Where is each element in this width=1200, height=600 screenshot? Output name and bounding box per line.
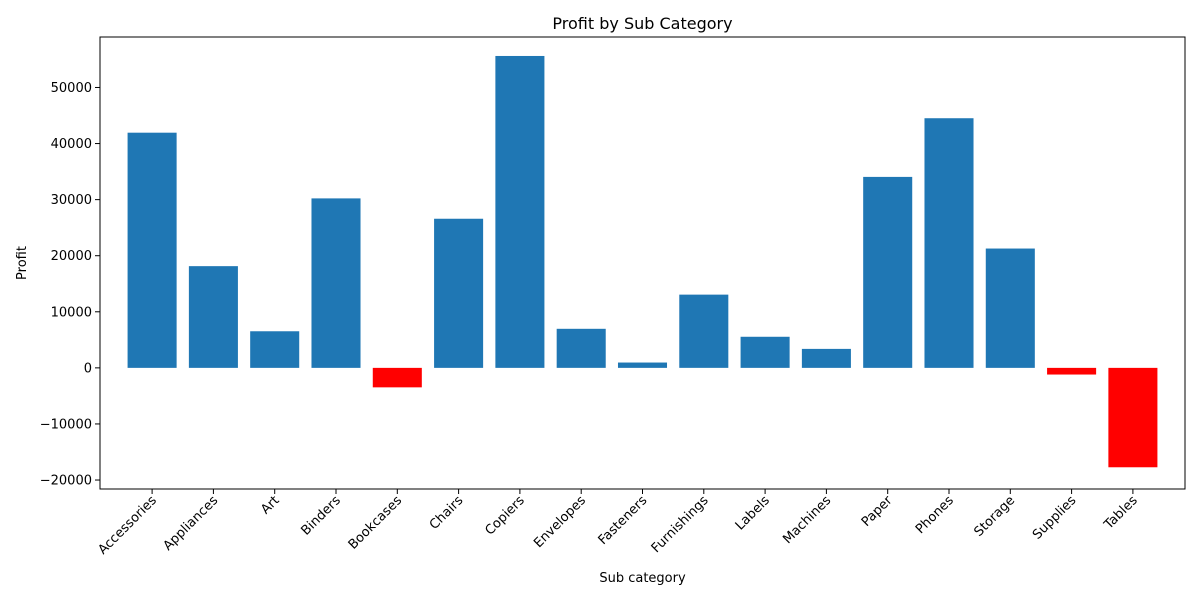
plot-area: −20000 −10000 0 10000 20000 30000 40000 50000 Ac…: [40, 36, 1186, 558]
y-tick-label: 30000: [51, 193, 92, 208]
x-tick-label: Supplies: [1030, 493, 1080, 543]
chart-title: Profit by Sub Category: [552, 14, 732, 33]
bar-bookcases: [372, 367, 422, 388]
x-tick-label: Phones: [913, 493, 957, 537]
bar-binders: [311, 198, 361, 368]
bar-furnishings: [679, 294, 729, 368]
bar-supplies: [1047, 367, 1097, 375]
x-tick-label: Paper: [859, 493, 896, 530]
x-tick-label: Appliances: [161, 493, 222, 554]
y-axis-label: Profit: [15, 246, 30, 280]
bar-art: [250, 331, 300, 368]
bar-tables: [1108, 367, 1158, 468]
bar-copiers: [495, 55, 545, 368]
bar-accessories: [127, 132, 177, 368]
x-tick-label: Machines: [780, 493, 834, 547]
x-tick-label: Fasteners: [596, 493, 651, 548]
bar-labels: [740, 336, 790, 368]
x-tick-label: Binders: [298, 493, 344, 539]
x-axis-label: Sub category: [599, 571, 686, 586]
x-tick-label: Bookcases: [346, 493, 406, 553]
bar-machines: [801, 348, 851, 368]
x-tick-label: Chairs: [427, 493, 467, 533]
bar-chairs: [434, 218, 484, 368]
x-tick-label: Tables: [1101, 493, 1141, 533]
bar-paper: [863, 176, 913, 368]
x-tick-label: Furnishings: [649, 493, 712, 556]
y-tick-label: 50000: [51, 81, 92, 96]
x-tick-label: Labels: [733, 493, 773, 533]
x-tick-label: Art: [258, 493, 282, 517]
x-tick-label: Copiers: [482, 493, 527, 538]
bar-fasteners: [617, 362, 668, 368]
x-tick-label: Envelopes: [531, 493, 589, 551]
y-tick-label: 40000: [51, 137, 92, 152]
y-tick-label: −20000: [40, 474, 92, 489]
bar-envelopes: [556, 328, 606, 368]
x-tick-label: Storage: [972, 493, 1019, 540]
y-tick-label: 0: [84, 361, 92, 376]
y-tick-label: 10000: [51, 305, 92, 320]
bar-appliances: [188, 266, 238, 368]
bar-storage: [985, 248, 1035, 368]
y-tick-label: −10000: [40, 417, 92, 432]
bar-phones: [924, 118, 974, 368]
x-tick-label: Accessories: [95, 493, 160, 558]
y-tick-label: 20000: [51, 249, 92, 264]
